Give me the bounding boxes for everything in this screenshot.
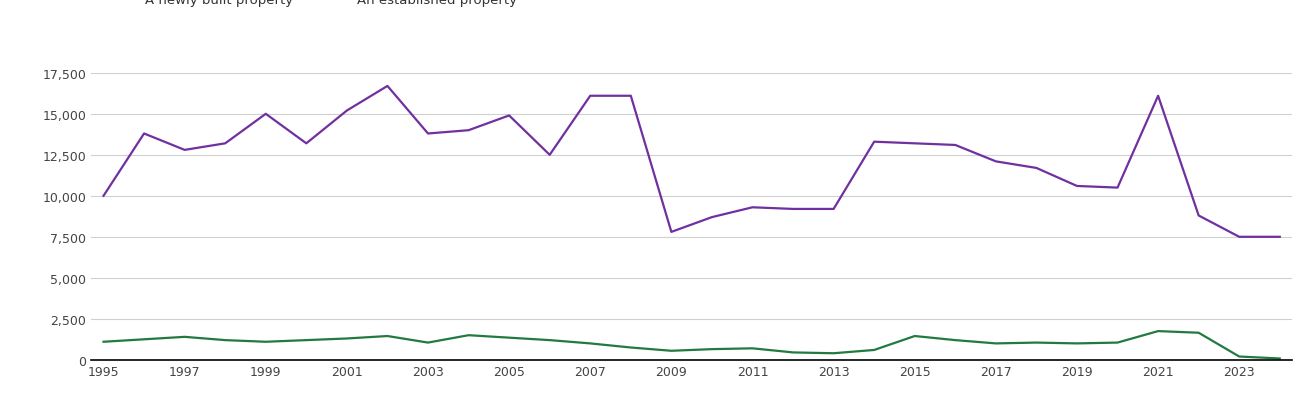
- A newly built property: [1109, 340, 1125, 345]
- A newly built property: [1150, 329, 1165, 334]
- An established property: [582, 94, 598, 99]
- An established property: [218, 142, 234, 146]
- A newly built property: [947, 338, 963, 343]
- An established property: [947, 143, 963, 148]
- A newly built property: [299, 338, 315, 343]
- An established property: [339, 109, 355, 114]
- A newly built property: [1028, 340, 1044, 345]
- A newly built property: [1272, 356, 1288, 361]
- A newly built property: [988, 341, 1004, 346]
- A newly built property: [1069, 341, 1084, 346]
- An established property: [705, 215, 720, 220]
- A newly built property: [663, 348, 679, 353]
- A newly built property: [622, 345, 638, 350]
- An established property: [461, 128, 476, 133]
- An established property: [380, 84, 395, 89]
- A newly built property: [745, 346, 761, 351]
- An established property: [176, 148, 192, 153]
- An established property: [1272, 235, 1288, 240]
- An established property: [786, 207, 801, 212]
- A newly built property: [95, 339, 111, 344]
- An established property: [907, 142, 923, 146]
- A newly built property: [907, 334, 923, 339]
- A newly built property: [258, 339, 274, 344]
- A newly built property: [136, 337, 151, 342]
- An established property: [663, 230, 679, 235]
- A newly built property: [420, 340, 436, 345]
- A newly built property: [176, 335, 192, 339]
- A newly built property: [1191, 330, 1207, 335]
- An established property: [745, 205, 761, 210]
- A newly built property: [542, 338, 557, 343]
- An established property: [1069, 184, 1084, 189]
- An established property: [1191, 213, 1207, 218]
- Legend: A newly built property, An established property: A newly built property, An established p…: [98, 0, 517, 7]
- A newly built property: [867, 348, 882, 353]
- Line: A newly built property: A newly built property: [103, 331, 1280, 359]
- A newly built property: [461, 333, 476, 338]
- An established property: [542, 153, 557, 158]
- A newly built property: [339, 336, 355, 341]
- An established property: [1109, 186, 1125, 191]
- An established property: [258, 112, 274, 117]
- An established property: [95, 194, 111, 199]
- An established property: [136, 132, 151, 137]
- A newly built property: [501, 335, 517, 340]
- An established property: [867, 140, 882, 145]
- An established property: [988, 160, 1004, 164]
- An established property: [501, 114, 517, 119]
- An established property: [1150, 94, 1165, 99]
- A newly built property: [380, 334, 395, 339]
- Line: An established property: An established property: [103, 87, 1280, 237]
- An established property: [1232, 235, 1248, 240]
- An established property: [299, 142, 315, 146]
- A newly built property: [1232, 354, 1248, 359]
- A newly built property: [786, 350, 801, 355]
- A newly built property: [218, 338, 234, 343]
- An established property: [622, 94, 638, 99]
- A newly built property: [705, 347, 720, 352]
- An established property: [420, 132, 436, 137]
- A newly built property: [826, 351, 842, 356]
- An established property: [826, 207, 842, 212]
- An established property: [1028, 166, 1044, 171]
- A newly built property: [582, 341, 598, 346]
